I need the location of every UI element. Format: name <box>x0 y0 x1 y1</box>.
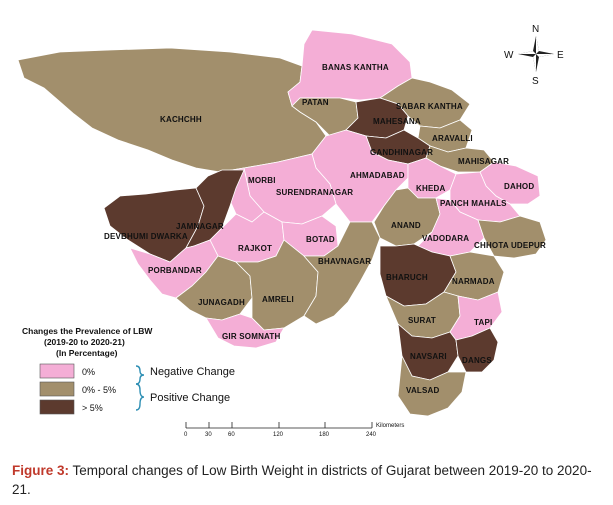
compass-east: E <box>557 50 564 61</box>
legend-swatch-0 <box>39 363 75 379</box>
label-tapi: TAPI <box>474 318 492 327</box>
district-kheda <box>407 157 457 199</box>
compass-west: W <box>504 50 514 61</box>
gujarat-map: BANAS KANTHA KACHCHH PATAN SABAR KANTHA … <box>17 24 564 438</box>
district-gir-somnath <box>205 313 285 349</box>
scale-bar: 0 30 60 120 180 240 Kilometers <box>184 422 404 438</box>
scale-label-60: 60 <box>228 432 235 438</box>
district-dangs <box>455 327 499 373</box>
negative-change-label: Negative Change <box>150 366 235 378</box>
legend: Changes the Prevalence of LBW (2019-20 t… <box>22 326 235 415</box>
scale-label-30: 30 <box>205 432 212 438</box>
positive-brace-icon <box>135 383 145 411</box>
label-jamnagar: JAMNAGAR <box>176 222 224 231</box>
legend-title-line-1: Changes the Prevalence of LBW <box>22 326 153 336</box>
label-patan: PATAN <box>302 98 329 107</box>
legend-swatch-2 <box>39 399 75 415</box>
compass-north: N <box>532 24 539 35</box>
label-panch-mahals: PANCH MAHALS <box>440 199 507 208</box>
legend-label-1: 0% - 5% <box>82 385 116 395</box>
scale-label-0: 0 <box>184 432 188 438</box>
label-narmada: NARMADA <box>452 277 495 286</box>
compass-star-highlight <box>536 36 539 54</box>
label-amreli: AMRELI <box>262 295 294 304</box>
label-dangs: DANGS <box>462 356 492 365</box>
legend-title-line-3: (In Percentage) <box>56 348 118 358</box>
label-valsad: VALSAD <box>406 386 440 395</box>
label-anand: ANAND <box>391 221 421 230</box>
figure-caption: Figure 3: Temporal changes of Low Birth … <box>12 461 604 499</box>
compass-rose: N S E W <box>504 24 564 87</box>
label-chhota-udepur: CHHOTA UDEPUR <box>474 241 546 250</box>
negative-brace-icon <box>135 365 145 385</box>
district-labels: BANAS KANTHA KACHCHH PATAN SABAR KANTHA … <box>104 63 546 395</box>
label-bhavnagar: BHAVNAGAR <box>318 257 371 266</box>
district-kachchh <box>17 47 327 173</box>
label-ahmadabad: AHMADABAD <box>350 171 405 180</box>
label-mahesana: MAHESANA <box>373 117 421 126</box>
label-surat: SURAT <box>408 316 436 325</box>
district-polygons <box>17 29 547 417</box>
label-navsari: NAVSARI <box>410 352 447 361</box>
label-gir-somnath: GIR SOMNATH <box>222 332 281 341</box>
compass-south: S <box>532 76 539 87</box>
scale-label-240: 240 <box>366 432 377 438</box>
district-valsad <box>397 354 467 417</box>
scale-label-180: 180 <box>319 432 330 438</box>
district-bhavnagar <box>303 221 381 325</box>
label-vadodara: VADODARA <box>422 234 469 243</box>
label-junagadh: JUNAGADH <box>198 298 245 307</box>
label-aravalli: ARAVALLI <box>432 134 473 143</box>
scale-unit: Kilometers <box>376 423 404 429</box>
label-devbhumi-dwarka: DEVBHUMI DWARKA <box>104 232 188 241</box>
label-dahod: DAHOD <box>504 182 534 191</box>
label-gandhinagar: GANDHINAGAR <box>370 148 433 157</box>
label-porbandar: PORBANDAR <box>148 266 202 275</box>
label-kachchh: KACHCHH <box>160 115 202 124</box>
label-rajkot: RAJKOT <box>238 244 272 253</box>
positive-change-label: Positive Change <box>150 392 230 404</box>
label-kheda: KHEDA <box>416 184 445 193</box>
label-morbi: MORBI <box>248 176 276 185</box>
label-sabar-kantha: SABAR KANTHA <box>396 102 463 111</box>
district-chhota-udepur <box>477 215 547 259</box>
legend-label-2: > 5% <box>82 403 103 413</box>
compass-star-highlight-3 <box>533 54 536 72</box>
legend-label-0: 0% <box>82 367 95 377</box>
caption-text: Temporal changes of Low Birth Weight in … <box>12 463 592 497</box>
legend-swatch-1 <box>39 381 75 397</box>
caption-figure-label: Figure 3: <box>12 463 70 478</box>
label-bharuch: BHARUCH <box>386 273 428 282</box>
label-surendranagar: SURENDRANAGAR <box>276 188 353 197</box>
legend-title-line-2: (2019-20 to 2020-21) <box>44 337 125 347</box>
compass-star-highlight-4 <box>518 51 536 54</box>
compass-star-highlight-2 <box>536 54 554 57</box>
label-mahisagar: MAHISAGAR <box>458 157 509 166</box>
label-banas-kantha: BANAS KANTHA <box>322 63 389 72</box>
scale-label-120: 120 <box>273 432 284 438</box>
label-botad: BOTAD <box>306 235 335 244</box>
